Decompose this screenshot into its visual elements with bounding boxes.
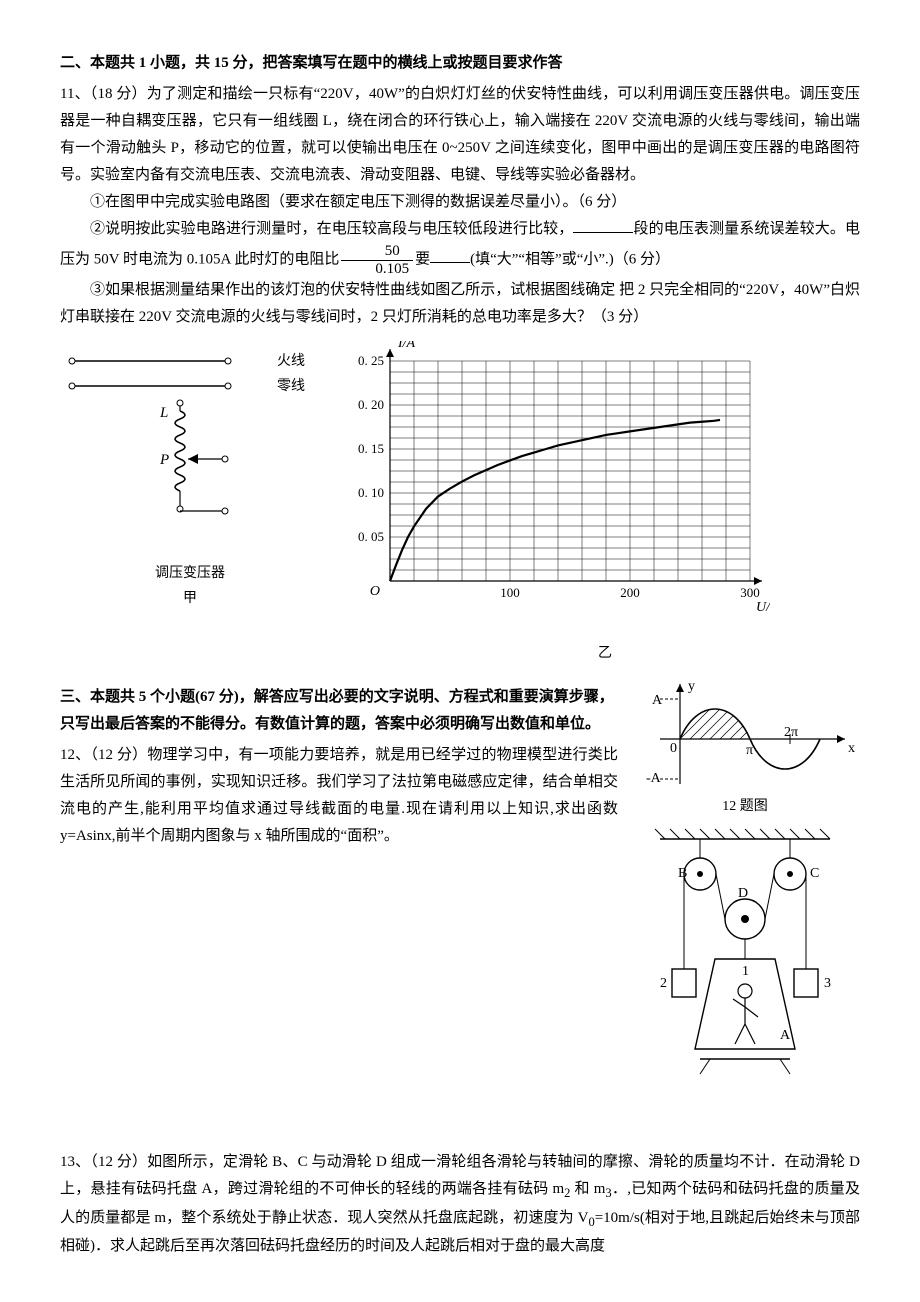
transformer-caption1: 调压变压器 — [60, 561, 320, 586]
iv-chart: 100 200 300 0. 05 0. 10 0. 15 0. 20 0. 25 O I/A U/… — [350, 341, 860, 666]
q11-figures: 火线 零线 L P 调压变压器 甲 — [60, 341, 860, 666]
svg-text:300: 300 — [740, 585, 760, 600]
label-2pi: 2π — [784, 725, 798, 740]
label-A2: A — [780, 1028, 791, 1043]
transformer-svg: 火线 零线 L P — [60, 341, 320, 561]
label-D: D — [738, 886, 748, 901]
coil-L-label: L — [159, 405, 168, 421]
label-1: 1 — [742, 964, 749, 979]
neutral-label: 零线 — [277, 378, 305, 394]
svg-text:0. 20: 0. 20 — [358, 397, 384, 412]
transformer-figure: 火线 零线 L P 调压变压器 甲 — [60, 341, 320, 611]
blank-segment[interactable] — [573, 217, 633, 233]
iv-chart-svg: 100 200 300 0. 05 0. 10 0. 15 0. 20 0. 25 O I/A U/… — [350, 341, 770, 641]
live-label: 火线 — [277, 353, 305, 369]
svg-text:U/V: U/V — [756, 600, 770, 615]
q11-p1: ①在图甲中完成实验电路图（要求在额定电压下测得的数据误差尽量小）。（6 分） — [60, 189, 860, 216]
svg-text:O: O — [370, 584, 380, 599]
q13-text: 13、（12 分）如图所示，定滑轮 B、C 与动滑轮 D 组成一滑轮组各滑轮与转… — [60, 1149, 860, 1260]
label-C: C — [810, 866, 819, 881]
blank-compare[interactable] — [430, 247, 470, 263]
slider-P-label: P — [159, 452, 169, 468]
svg-text:I/A: I/A — [397, 341, 416, 351]
q11-p2d: (填“大”“相等”或“小”.)（6 分） — [470, 251, 670, 267]
label-x: x — [848, 741, 855, 756]
svg-text:0. 05: 0. 05 — [358, 529, 384, 544]
label-zero: 0 — [670, 741, 677, 756]
label-negA: -A — [646, 771, 662, 786]
fraction-50-0105: 500.105 — [341, 243, 413, 277]
label-pi: π — [746, 743, 753, 758]
q11-p2c: 要 — [415, 251, 430, 267]
q12-sine-svg: A -A 0 π 2π x y — [630, 674, 860, 794]
svg-text:0. 10: 0. 10 — [358, 485, 384, 500]
label-A: A — [652, 693, 663, 708]
label-3: 3 — [824, 976, 831, 991]
svg-text:200: 200 — [620, 585, 640, 600]
label-y: y — [688, 679, 695, 694]
svg-text:100: 100 — [500, 585, 520, 600]
transformer-caption2: 甲 — [60, 586, 320, 611]
q12-fig-caption: 12 题图 — [630, 794, 860, 819]
q13-pulley-svg: B C D 1 — [630, 819, 860, 1129]
svg-text:0. 15: 0. 15 — [358, 441, 384, 456]
chart-caption: 乙 — [350, 641, 860, 666]
label-2: 2 — [660, 976, 667, 991]
frac-num: 50 — [341, 243, 413, 261]
svg-text:0. 25: 0. 25 — [358, 353, 384, 368]
q11-p3: ③如果根据测量结果作出的该灯泡的伏安特性曲线如图乙所示，试根据图线确定 把 2 … — [60, 277, 860, 331]
q11-p2: ②说明按此实验电路进行测量时，在电压较高段与电压较低段进行比较，段的电压表测量系… — [60, 216, 860, 277]
section3-title: 三、本题共 5 个小题(67 分)，解答应写出必要的文字说明、方程式和重要演算步… — [60, 684, 618, 738]
q11-p2a: ②说明按此实验电路进行测量时，在电压较高段与电压较低段进行比较， — [90, 221, 573, 237]
q11-lead: 11、（18 分）为了测定和描绘一只标有“220V，40W”的白炽灯灯丝的伏安特… — [60, 81, 860, 189]
q13-b: 和 m — [570, 1181, 605, 1197]
frac-den: 0.105 — [341, 261, 413, 278]
label-B: B — [678, 866, 687, 881]
section2-title: 二、本题共 1 小题，共 15 分，把答案填写在题中的横线上或按题目要求作答 — [60, 50, 860, 77]
q12-text: 12、（12 分）物理学习中，有一项能力要培养，就是用已经学过的物理模型进行类比… — [60, 742, 618, 850]
